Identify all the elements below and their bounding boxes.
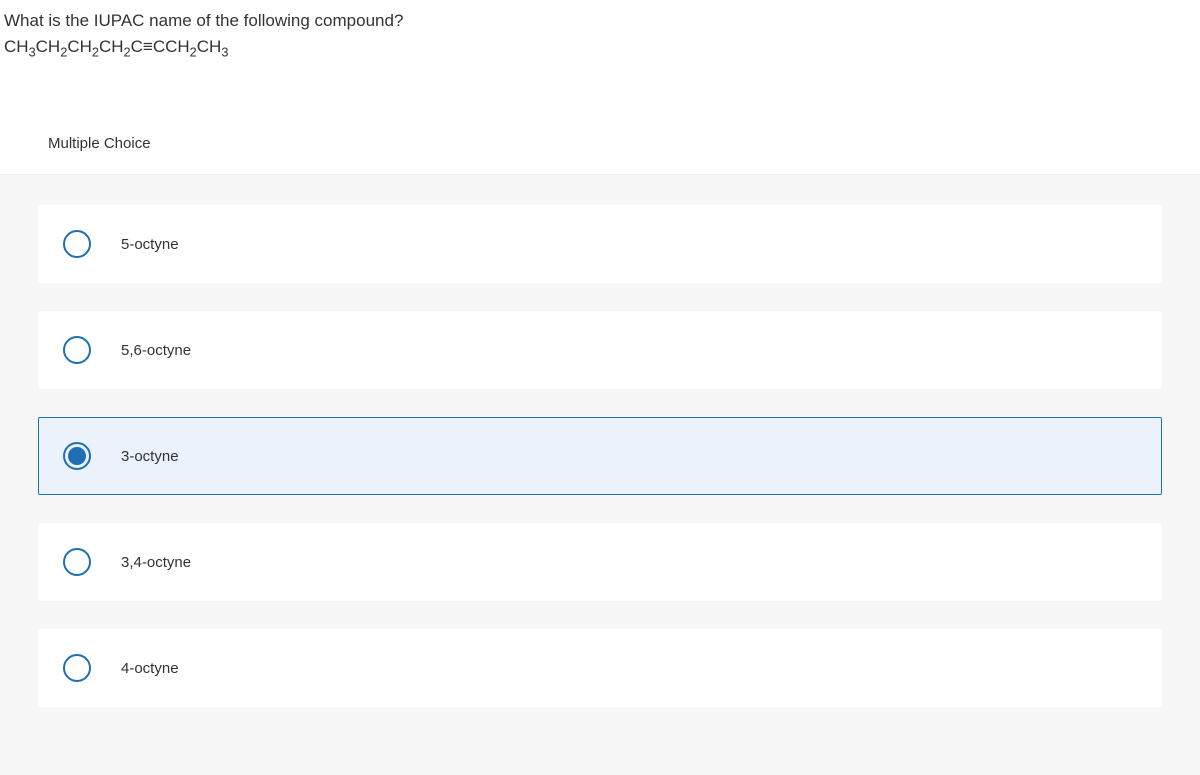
option-label: 3,4-octyne	[121, 554, 191, 571]
radio-icon	[63, 230, 91, 258]
question-prompt: What is the IUPAC name of the following …	[4, 8, 1196, 34]
option-label: 3-octyne	[121, 448, 179, 465]
question-header: What is the IUPAC name of the following …	[0, 0, 1200, 79]
option-row[interactable]: 5-octyne	[38, 205, 1162, 283]
option-label: 5-octyne	[121, 236, 179, 253]
radio-icon	[63, 336, 91, 364]
option-row[interactable]: 3,4-octyne	[38, 523, 1162, 601]
options-list: 5-octyne 5,6-octyne 3-octyne 3,4-octyne …	[0, 205, 1200, 775]
option-label: 5,6-octyne	[121, 342, 191, 359]
option-label: 4-octyne	[121, 660, 179, 677]
section-label: Multiple Choice	[0, 113, 1200, 175]
radio-icon	[63, 654, 91, 682]
option-row[interactable]: 3-octyne	[38, 417, 1162, 495]
option-row[interactable]: 5,6-octyne	[38, 311, 1162, 389]
question-formula: CH3CH2CH2CH2C≡CCH2CH3	[4, 34, 1196, 62]
quiz-container: Multiple Choice 5-octyne 5,6-octyne 3-oc…	[0, 113, 1200, 775]
option-row[interactable]: 4-octyne	[38, 629, 1162, 707]
radio-icon	[63, 548, 91, 576]
radio-icon	[63, 442, 91, 470]
